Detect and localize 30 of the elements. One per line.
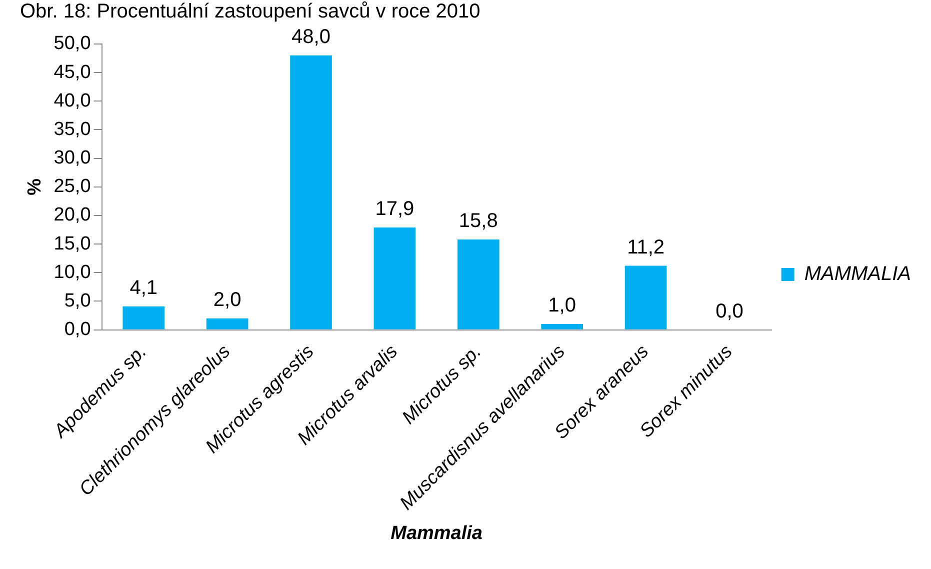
y-tick-label: 5,0: [64, 290, 91, 312]
legend-label: MAMMALIA: [804, 263, 912, 286]
data-label: 2,0: [213, 288, 242, 311]
data-label: 48,0: [292, 26, 330, 48]
data-label: 1,0: [548, 294, 576, 317]
bar: [374, 227, 416, 330]
y-tick-label: 25,0: [54, 176, 91, 198]
data-label: 0,0: [716, 300, 744, 322]
chart-title: Obr. 18: Procentuální zastoupení savců v roce 2010: [20, 0, 480, 23]
data-label: 4,1: [130, 276, 158, 299]
y-axis-title: %: [24, 178, 46, 196]
bar: [457, 239, 500, 330]
data-label: 11,2: [627, 236, 665, 258]
y-tick-label: 35,0: [54, 118, 91, 140]
y-tick-label: 45,0: [54, 62, 91, 83]
y-tick-label: 20,0: [54, 204, 91, 226]
y-tick-label: 50,0: [54, 33, 91, 54]
y-tick-label: 0,0: [64, 319, 91, 340]
y-tick-label: 10,0: [54, 262, 91, 283]
bar: [290, 55, 332, 330]
bar: [624, 266, 667, 330]
data-label: 17,9: [375, 198, 414, 220]
y-tick-label: 15,0: [54, 233, 91, 254]
y-tick-label: 30,0: [54, 148, 91, 169]
bar: [122, 306, 165, 330]
bar: [541, 324, 584, 330]
y-tick-label: 40,0: [54, 90, 91, 112]
bar: [206, 318, 248, 330]
data-label: 15,8: [458, 210, 498, 232]
x-axis-title: Mammalia: [390, 522, 483, 544]
